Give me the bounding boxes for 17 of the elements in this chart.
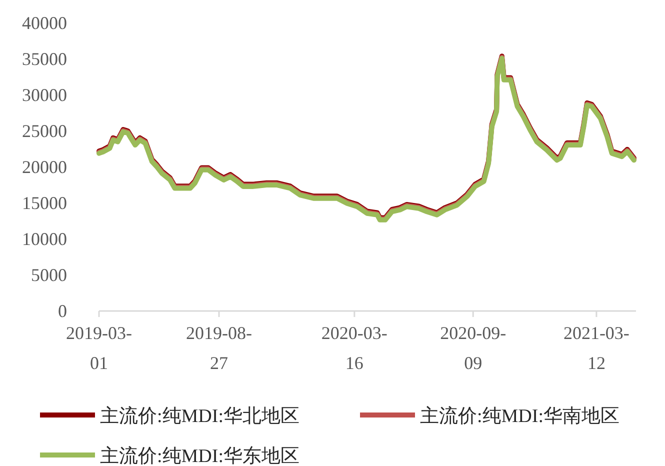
x-tick-label: 2020-09-09 — [440, 323, 506, 373]
legend-label: 主流价:纯MDI:华北地区 — [100, 405, 300, 427]
y-tick-label: 15000 — [22, 193, 67, 213]
x-tick-label: 2020-03-16 — [321, 323, 388, 373]
y-tick-label: 30000 — [22, 85, 67, 105]
x-tick-label: 2019-08-27 — [186, 323, 252, 373]
y-tick-label: 40000 — [22, 13, 67, 33]
y-tick-label: 35000 — [22, 49, 67, 69]
legend-label: 主流价:纯MDI:华南地区 — [420, 405, 620, 427]
y-tick-label: 10000 — [22, 229, 67, 249]
y-tick-label: 5000 — [31, 265, 67, 285]
x-tick-label: 2019-03-01 — [66, 323, 132, 373]
y-tick-label: 0 — [58, 301, 67, 321]
y-tick-label: 25000 — [22, 121, 67, 141]
y-tick-label: 20000 — [22, 157, 67, 177]
legend-label: 主流价:纯MDI:华东地区 — [100, 445, 300, 466]
x-tick-label: 2021-03-12 — [563, 323, 630, 373]
